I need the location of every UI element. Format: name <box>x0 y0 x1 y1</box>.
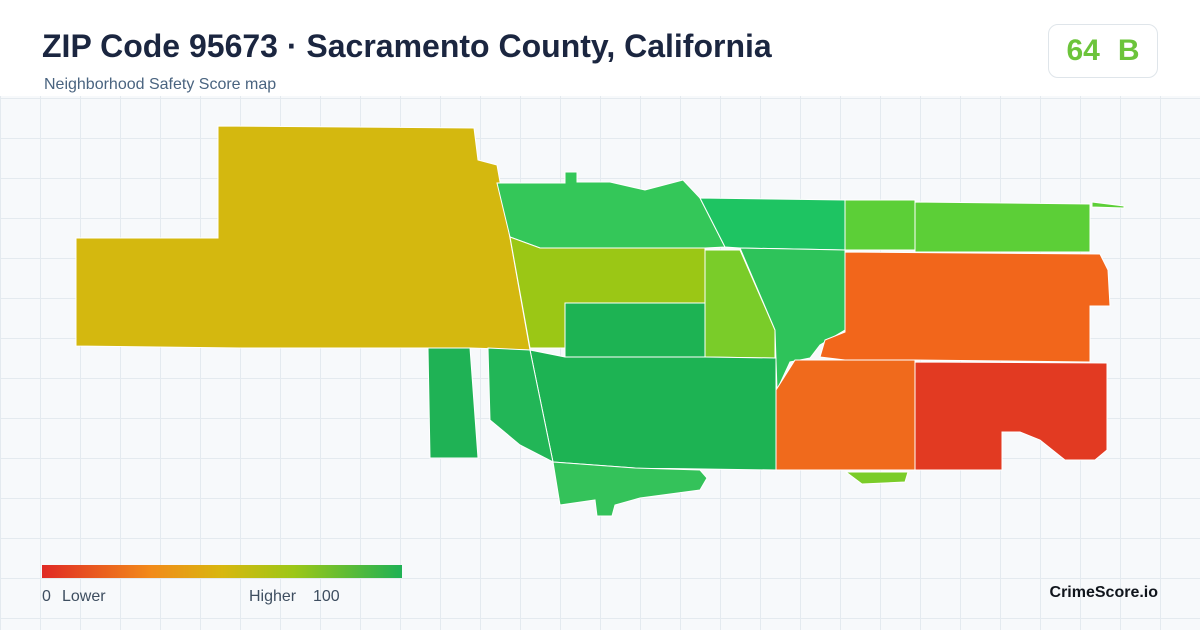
legend-max: 100 <box>313 588 340 605</box>
region <box>75 125 531 351</box>
grade: B <box>1117 34 1140 67</box>
legend-gradient <box>42 565 402 578</box>
region <box>496 171 726 249</box>
legend-min: 0 <box>42 588 51 605</box>
region <box>529 349 777 471</box>
region <box>427 347 479 459</box>
region <box>844 199 916 251</box>
region <box>844 471 909 485</box>
region <box>775 359 916 471</box>
title: ZIP Code 95673 · Sacramento County, Cali… <box>42 28 772 64</box>
score: 64 <box>1066 34 1100 67</box>
legend-max-label: Higher <box>249 588 297 605</box>
legend-min-label: Lower <box>62 588 106 605</box>
region <box>819 251 1111 363</box>
region <box>487 347 554 463</box>
region <box>914 201 1091 253</box>
region <box>914 361 1108 471</box>
brand: CrimeScore.io <box>1049 584 1158 601</box>
score-badge: 64 B <box>1048 24 1158 78</box>
header <box>0 0 1200 96</box>
region <box>1091 201 1125 209</box>
region <box>564 302 706 358</box>
subtitle: Neighborhood Safety Score map <box>44 76 277 93</box>
region <box>552 461 708 517</box>
